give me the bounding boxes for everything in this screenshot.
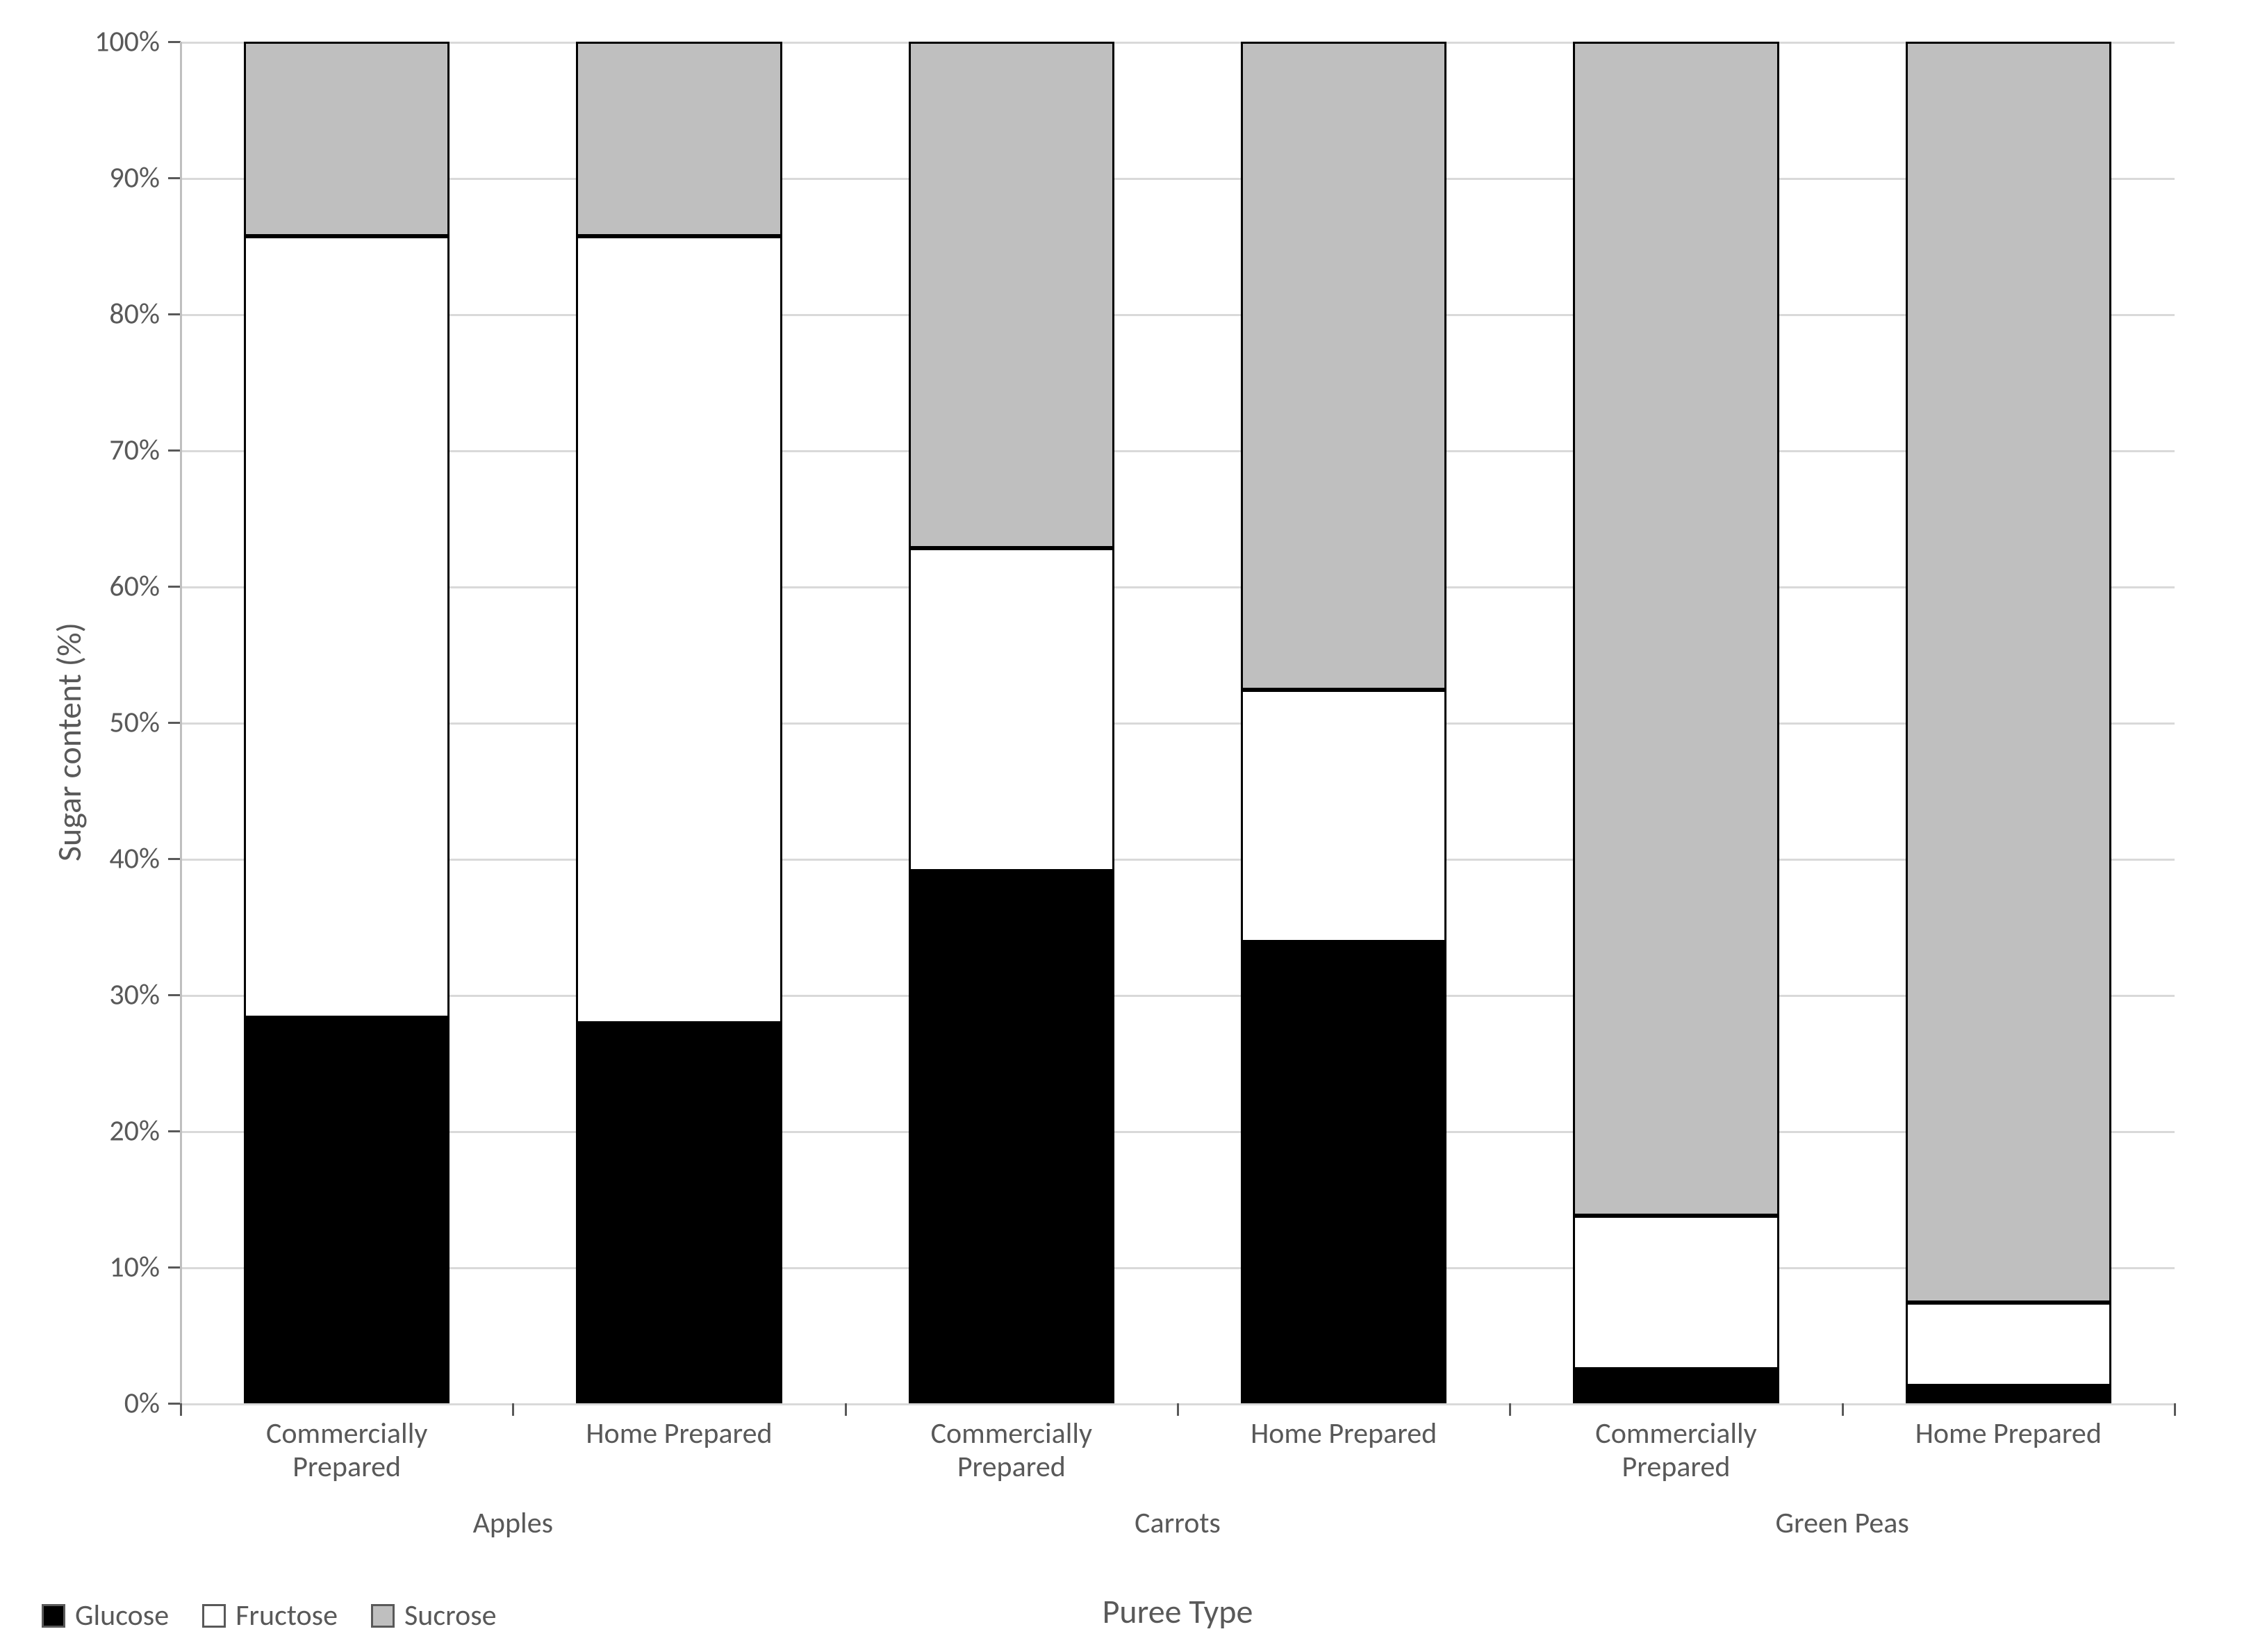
bar-segment-sucrose [909, 42, 1115, 548]
gridline [181, 450, 2175, 452]
legend-label: Glucose [75, 1598, 169, 1633]
y-tick-label: 90% [0, 160, 160, 196]
y-tick-label: 30% [0, 977, 160, 1013]
bar-category-label: Home Prepared [513, 1417, 845, 1451]
gridline [181, 1267, 2175, 1269]
gridline [181, 995, 2175, 997]
legend-item-sucrose: Sucrose [371, 1598, 497, 1633]
bar-segment-fructose [1573, 1216, 1779, 1369]
legend-item-glucose: Glucose [42, 1598, 169, 1633]
x-tick-mark [1509, 1403, 1511, 1416]
bar-segment-sucrose [1906, 42, 2112, 1303]
bar-segment-glucose [1241, 942, 1447, 1403]
bar-segment-sucrose [576, 42, 782, 236]
y-axis-title: Sugar content (%) [49, 622, 90, 861]
y-tick-label: 80% [0, 297, 160, 332]
bar-segment-fructose [244, 236, 450, 1018]
stacked-bar [1241, 42, 1447, 1403]
gridline [181, 722, 2175, 725]
x-tick-mark [845, 1403, 847, 1416]
y-tick-label: 70% [0, 433, 160, 468]
legend-swatch-glucose [42, 1604, 65, 1628]
bar-segment-fructose [576, 236, 782, 1023]
bar-segment-glucose [576, 1023, 782, 1403]
y-tick-mark [168, 1403, 181, 1405]
gridline [181, 42, 2175, 44]
y-tick-mark [168, 313, 181, 315]
bar-segment-fructose [909, 548, 1115, 871]
gridline [181, 586, 2175, 588]
x-tick-mark [1842, 1403, 1844, 1416]
y-tick-mark [168, 994, 181, 996]
stacked-bar [1573, 42, 1779, 1403]
bar-segment-glucose [1573, 1369, 1779, 1403]
y-tick-mark [168, 1266, 181, 1269]
x-tick-mark [1177, 1403, 1179, 1416]
stacked-bar [576, 42, 782, 1403]
legend-swatch-sucrose [371, 1604, 395, 1628]
legend-swatch-fructose [202, 1604, 226, 1628]
bar-segment-fructose [1906, 1303, 2112, 1386]
plot-area [181, 42, 2175, 1403]
y-axis-line [180, 42, 182, 1403]
bar-segment-sucrose [1573, 42, 1779, 1216]
x-tick-mark [180, 1403, 182, 1416]
bar-category-label: Home Prepared [1178, 1417, 1510, 1451]
y-tick-label: 60% [0, 569, 160, 604]
stacked-bar [1906, 42, 2112, 1403]
stacked-bar [909, 42, 1115, 1403]
bar-category-label: CommerciallyPrepared [1510, 1417, 1842, 1485]
legend-label: Fructose [236, 1598, 338, 1633]
stacked-bar [244, 42, 450, 1403]
legend: Glucose Fructose Sucrose [42, 1598, 497, 1633]
group-label: Green Peas [1510, 1505, 2175, 1541]
y-tick-label: 40% [0, 841, 160, 877]
y-tick-label: 10% [0, 1250, 160, 1285]
x-tick-mark [512, 1403, 514, 1416]
x-axis-title: Puree Type [1039, 1591, 1317, 1632]
legend-item-fructose: Fructose [202, 1598, 338, 1633]
y-tick-mark [168, 177, 181, 179]
y-tick-mark [168, 722, 181, 724]
bar-segment-glucose [244, 1018, 450, 1403]
gridline [181, 178, 2175, 180]
y-tick-label: 0% [0, 1386, 160, 1421]
y-tick-mark [168, 1130, 181, 1132]
x-tick-mark [2174, 1403, 2176, 1416]
y-tick-mark [168, 858, 181, 860]
bar-category-label: CommerciallyPrepared [181, 1417, 513, 1485]
y-tick-mark [168, 41, 181, 43]
y-tick-label: 50% [0, 705, 160, 741]
bar-segment-fructose [1241, 690, 1447, 942]
y-tick-mark [168, 449, 181, 452]
gridline [181, 859, 2175, 861]
group-label: Apples [181, 1505, 846, 1541]
bar-category-label: Home Prepared [1842, 1417, 2175, 1451]
gridline [181, 1131, 2175, 1133]
bar-category-label: CommerciallyPrepared [846, 1417, 1178, 1485]
y-tick-label: 100% [0, 24, 160, 60]
y-tick-label: 20% [0, 1114, 160, 1149]
gridline [181, 314, 2175, 316]
bar-segment-glucose [909, 871, 1115, 1403]
y-tick-mark [168, 586, 181, 588]
bar-segment-sucrose [1241, 42, 1447, 690]
bar-segment-glucose [1906, 1386, 2112, 1403]
sugar-content-chart: Sugar content (%) Puree Type Glucose Fruc… [0, 0, 2251, 1652]
legend-label: Sucrose [404, 1598, 497, 1633]
group-label: Carrots [846, 1505, 1510, 1541]
bar-segment-sucrose [244, 42, 450, 236]
